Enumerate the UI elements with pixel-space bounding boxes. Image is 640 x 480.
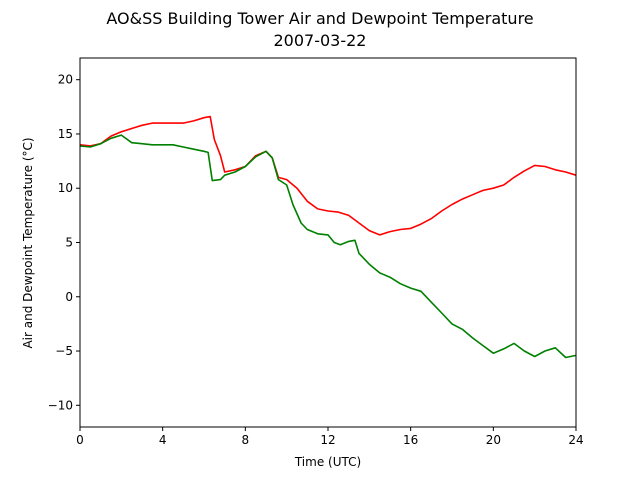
- x-tick-label: 20: [486, 433, 501, 447]
- chart-subtitle: 2007-03-22: [274, 31, 367, 50]
- x-tick-label: 12: [320, 433, 335, 447]
- y-tick-label: 0: [65, 290, 73, 304]
- series-layer: [79, 115, 577, 359]
- x-tick-label: 4: [159, 433, 167, 447]
- plot-frame: [79, 57, 577, 428]
- y-tick-label: 20: [58, 73, 73, 87]
- x-tick-label: 0: [76, 433, 84, 447]
- x-tick-label: 8: [242, 433, 250, 447]
- y-tick-label: 5: [65, 236, 73, 250]
- y-tick-label: −5: [55, 344, 73, 358]
- series-line-0: [79, 115, 577, 236]
- y-axis-label: Air and Dewpoint Temperature (°C): [21, 137, 35, 348]
- y-tick-label: 15: [58, 127, 73, 141]
- x-axis-label: Time (UTC): [294, 455, 361, 469]
- y-axis: −10 −5 0 5 10 15 20: [48, 73, 80, 412]
- series-line-1: [79, 134, 577, 359]
- y-tick-label: 10: [58, 181, 73, 195]
- x-tick-label: 16: [403, 433, 418, 447]
- y-tick-label: −10: [48, 398, 73, 412]
- x-tick-label: 24: [568, 433, 583, 447]
- x-axis: 0 4 8 12 16 20 24: [76, 427, 584, 447]
- chart-title: AO&SS Building Tower Air and Dewpoint Te…: [106, 9, 533, 28]
